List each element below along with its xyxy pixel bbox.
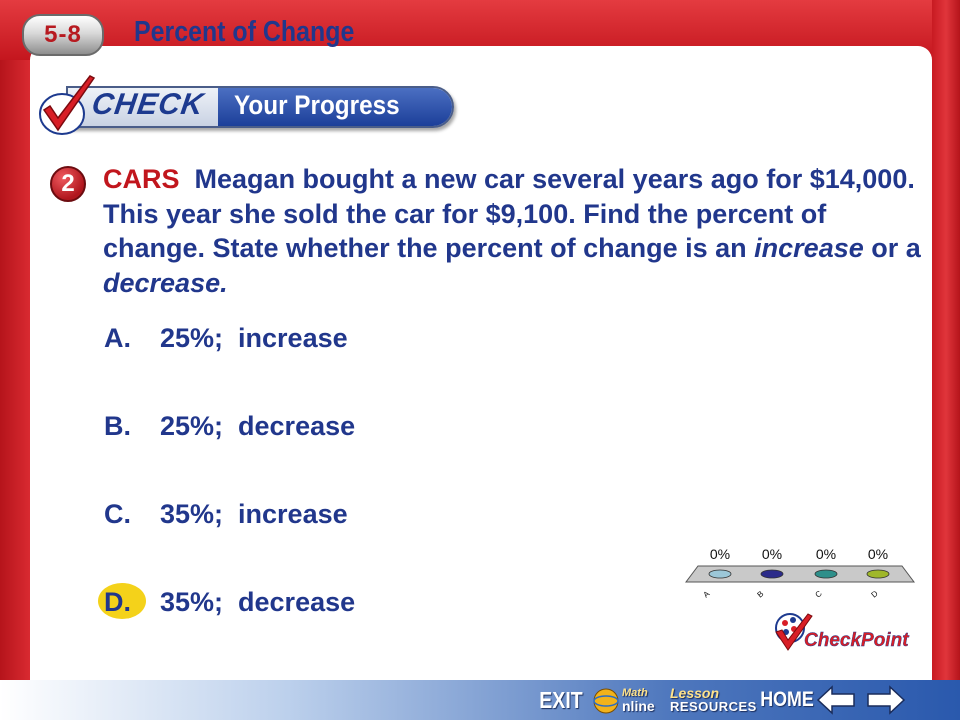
response-bar-b bbox=[760, 569, 784, 579]
checkpoint-logo: CheckPoint bbox=[775, 613, 909, 651]
question-italic-increase: increase bbox=[754, 233, 864, 263]
response-label-d: D bbox=[870, 589, 880, 600]
lesson-resources-top: Lesson bbox=[670, 685, 720, 701]
answer-option-b[interactable]: B. 25%; decrease bbox=[104, 406, 355, 446]
question-body-1: Meagan bought a new car several years ag… bbox=[103, 164, 915, 263]
lesson-resources-button[interactable]: Lesson RESOURCES bbox=[670, 683, 756, 717]
question-number-badge: 2 bbox=[50, 166, 86, 202]
lesson-resources-bottom: RESOURCES bbox=[670, 699, 757, 714]
frame-right bbox=[932, 0, 960, 720]
response-bar-d bbox=[866, 569, 890, 579]
bottom-navbar bbox=[0, 680, 960, 720]
math-online-top: Math bbox=[622, 687, 648, 699]
response-bar-a bbox=[708, 569, 732, 579]
checkpoint-icon bbox=[775, 613, 813, 651]
chart-platform bbox=[685, 565, 915, 583]
checkpoint-label: CheckPoint bbox=[804, 630, 909, 651]
question-italic-decrease: decrease. bbox=[103, 267, 228, 298]
back-arrow-button[interactable] bbox=[814, 683, 858, 717]
home-button[interactable]: HOME bbox=[760, 688, 814, 711]
question-text: CARS Meagan bought a new car several yea… bbox=[103, 162, 933, 300]
slide-content bbox=[30, 46, 932, 690]
math-online-icon: Math nline bbox=[593, 687, 655, 714]
answer-option-d[interactable]: D. 35%; decrease bbox=[98, 582, 356, 622]
answer-option-a[interactable]: A. 25%; increase bbox=[104, 318, 348, 358]
answer-text: 35%; increase bbox=[160, 498, 348, 529]
lesson-number-badge: 5-8 bbox=[22, 14, 104, 56]
correct-answer-highlight bbox=[98, 583, 146, 619]
response-percent-b: 0% bbox=[762, 546, 782, 562]
response-label-b: B bbox=[756, 589, 766, 599]
lesson-title: Percent of Change bbox=[134, 16, 355, 48]
response-label-c: C bbox=[814, 589, 824, 600]
response-percent-d: 0% bbox=[868, 546, 888, 562]
banner-progress-panel bbox=[218, 88, 452, 126]
arrow-left-icon bbox=[816, 685, 855, 715]
arrow-right-icon bbox=[867, 685, 906, 715]
exit-button[interactable]: EXIT bbox=[539, 686, 583, 713]
response-percent-c: 0% bbox=[816, 546, 836, 562]
answer-letter: C. bbox=[104, 498, 131, 529]
math-online-bottom: nline bbox=[622, 698, 655, 714]
response-chart: 0% 0% 0% 0% A B C D bbox=[685, 546, 915, 600]
answer-text: 35%; decrease bbox=[160, 586, 356, 617]
answer-text: 25%; decrease bbox=[160, 410, 356, 441]
checkmark-icon bbox=[39, 75, 96, 135]
answer-letter: A. bbox=[104, 322, 131, 353]
math-online-button[interactable]: Math nline bbox=[592, 683, 662, 717]
question-keyword: CARS bbox=[103, 164, 180, 194]
frame-left bbox=[0, 0, 30, 720]
answer-letter: B. bbox=[104, 410, 131, 441]
answer-letter: D. bbox=[104, 586, 131, 617]
banner-progress-word: Your Progress bbox=[234, 90, 400, 120]
response-percent-a: 0% bbox=[710, 546, 730, 562]
forward-arrow-button[interactable] bbox=[864, 683, 908, 717]
question-body-2: or a bbox=[863, 233, 921, 263]
answer-text: 25%; increase bbox=[160, 322, 348, 353]
answer-option-c[interactable]: C. 35%; increase bbox=[104, 494, 348, 534]
response-label-a: A bbox=[702, 589, 712, 600]
response-bar-c bbox=[814, 569, 838, 579]
banner-check-word: CHECK bbox=[89, 88, 207, 121]
